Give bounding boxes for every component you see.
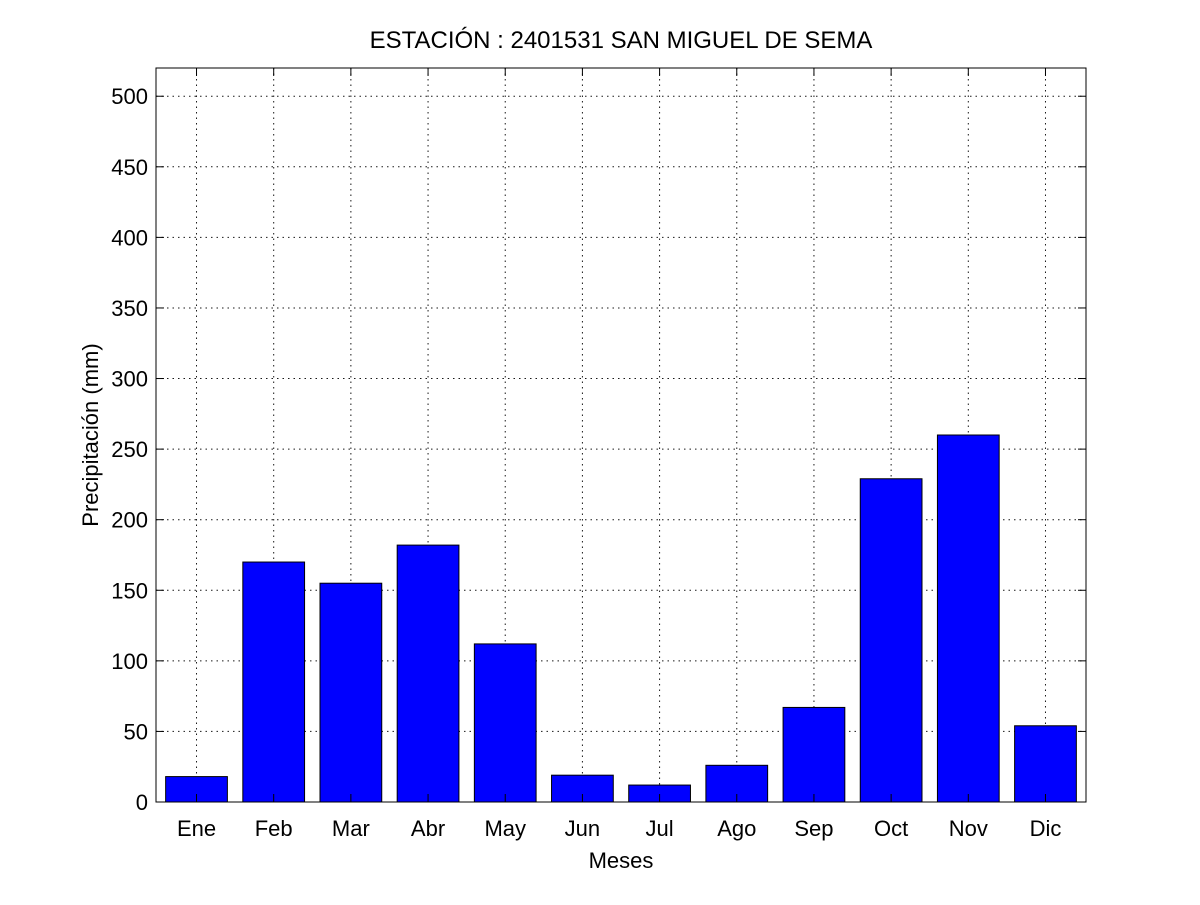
y-tick-label: 0 [136, 790, 148, 815]
ticks-layer [156, 68, 1086, 803]
y-tick-label: 50 [124, 719, 148, 744]
x-tick-label: Feb [255, 816, 293, 841]
tick-labels-layer: 0 50 100 150 200 250 300 350 400 450 500 Ene Feb Mar A… [111, 84, 1061, 841]
bar-abr [396, 544, 460, 803]
x-tick-label: Ene [177, 816, 216, 841]
x-tick-label: Jun [565, 816, 600, 841]
bar-mar [319, 582, 383, 803]
x-tick-label: Jul [646, 816, 674, 841]
y-tick-label: 150 [111, 578, 148, 603]
x-tick-label: May [484, 816, 526, 841]
x-tick-label: Ago [717, 816, 756, 841]
y-tick-label: 250 [111, 437, 148, 462]
x-tick-label: Nov [949, 816, 988, 841]
y-tick-label: 200 [111, 508, 148, 533]
x-tick-label: Mar [332, 816, 370, 841]
y-tick-label: 450 [111, 155, 148, 180]
x-tick-label: Dic [1030, 816, 1062, 841]
y-tick-label: 100 [111, 649, 148, 674]
bar-feb [242, 561, 306, 803]
y-axis-label: Precipitación (mm) [78, 343, 103, 526]
plot-frame [155, 67, 1087, 803]
x-tick-label: Abr [411, 816, 445, 841]
bars-layer [165, 434, 1077, 803]
x-tick-label: Oct [874, 816, 908, 841]
bar-sep [782, 706, 846, 803]
y-tick-label: 300 [111, 367, 148, 392]
bar-oct [859, 478, 923, 803]
bar-nov [936, 434, 1000, 803]
x-tick-label: Sep [794, 816, 833, 841]
chart-title: ESTACIÓN : 2401531 SAN MIGUEL DE SEMA [370, 27, 873, 54]
bar-may [473, 643, 537, 803]
bar-dic [1014, 725, 1077, 803]
x-axis-label: Meses [589, 848, 654, 873]
y-tick-label: 400 [111, 225, 148, 250]
y-tick-label: 350 [111, 296, 148, 321]
y-tick-label: 500 [111, 84, 148, 109]
